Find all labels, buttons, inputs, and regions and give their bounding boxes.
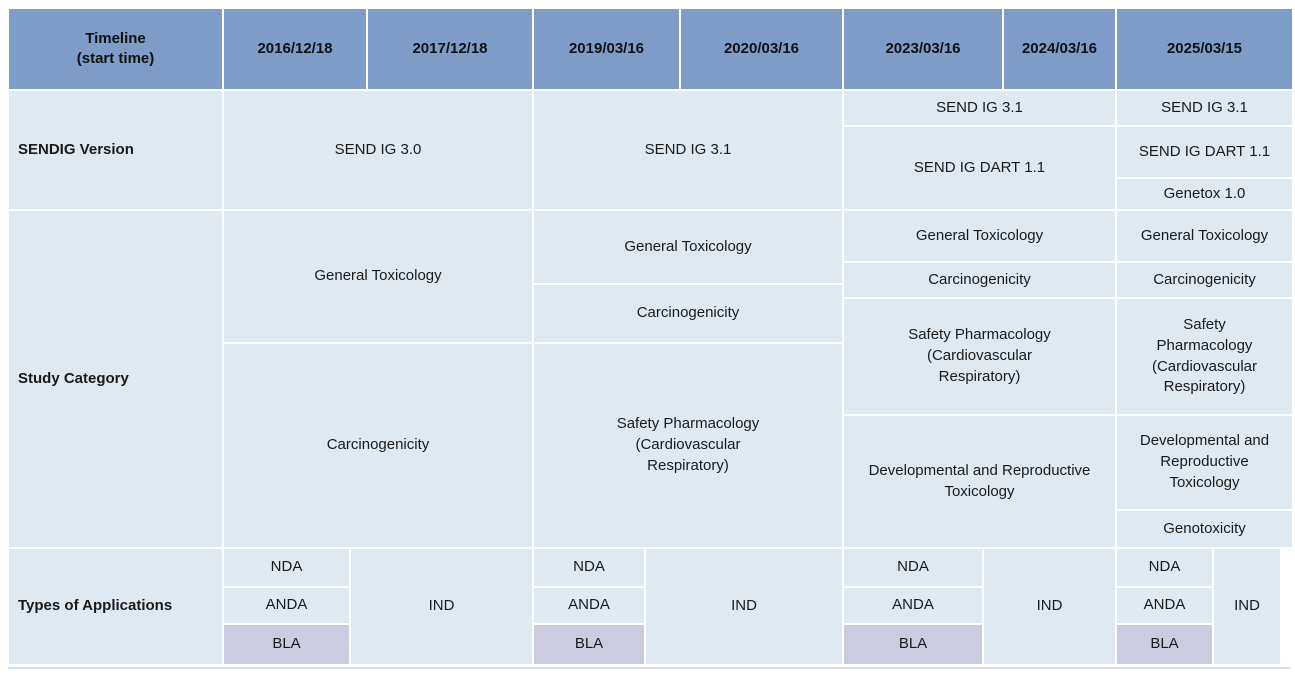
header-cell-2017-12-18: 2017/12/18 xyxy=(367,8,533,90)
cell-genetox-1-0-2025: Genetox 1.0 xyxy=(1116,178,1293,210)
cell-carcinogenicity-2023: Carcinogenicity xyxy=(843,262,1116,298)
cell-carcinogenicity-2025: Carcinogenicity xyxy=(1116,262,1293,298)
row-label-study-category: Study Category xyxy=(8,210,223,548)
header-cell-timeline: Timeline (start time) xyxy=(8,8,223,90)
cell-carcinogenicity-2019: Carcinogenicity xyxy=(533,284,843,343)
cell-nda-2025: NDA xyxy=(1116,548,1213,587)
cell-ind-2024: IND xyxy=(983,548,1116,665)
cell-general-toxicology-2025: General Toxicology xyxy=(1116,210,1293,262)
header-cell-2019-03-16: 2019/03/16 xyxy=(533,8,680,90)
header-cell-2025-03-15: 2025/03/15 xyxy=(1116,8,1293,90)
header-cell-2024-03-16: 2024/03/16 xyxy=(1003,8,1116,90)
row-label-sendig-version: SENDIG Version xyxy=(8,90,223,210)
cell-safety-pharmacology-2025: Safety Pharmacology (Cardiovascular Resp… xyxy=(1116,298,1293,415)
cell-nda-2019: NDA xyxy=(533,548,645,587)
cell-safety-pharmacology-2019: Safety Pharmacology (Cardiovascular Resp… xyxy=(533,343,843,548)
cell-bla-2023: BLA xyxy=(843,624,983,665)
cell-send-ig-dart-1-1-2025: SEND IG DART 1.1 xyxy=(1116,126,1293,178)
cell-send-ig-3-1-2025: SEND IG 3.1 xyxy=(1116,90,1293,126)
cell-bla-2025: BLA xyxy=(1116,624,1213,665)
header-cell-2020-03-16: 2020/03/16 xyxy=(680,8,843,90)
cell-send-ig-dart-1-1-2023: SEND IG DART 1.1 xyxy=(843,126,1116,210)
cell-nda-2023: NDA xyxy=(843,548,983,587)
header-cell-2016-12-18: 2016/12/18 xyxy=(223,8,367,90)
cell-anda-2023: ANDA xyxy=(843,587,983,624)
cell-ind-2020: IND xyxy=(645,548,843,665)
row-label-types-of-applications: Types of Applications xyxy=(8,548,223,665)
cell-nda-2016: NDA xyxy=(223,548,350,587)
cell-bla-2019: BLA xyxy=(533,624,645,665)
cell-general-toxicology-2019: General Toxicology xyxy=(533,210,843,284)
cell-dev-repro-toxicology-2023: Developmental and Reproductive Toxicolog… xyxy=(843,415,1116,548)
cell-ind-2025: IND xyxy=(1213,548,1281,665)
cell-send-ig-3-0: SEND IG 3.0 xyxy=(223,90,533,210)
cell-ind-2017: IND xyxy=(350,548,533,665)
cell-send-ig-3-1-2023: SEND IG 3.1 xyxy=(843,90,1116,126)
cell-safety-pharmacology-2023: Safety Pharmacology (Cardiovascular Resp… xyxy=(843,298,1116,415)
cell-anda-2025: ANDA xyxy=(1116,587,1213,624)
cell-bla-2016: BLA xyxy=(223,624,350,665)
cell-general-toxicology-2016: General Toxicology xyxy=(223,210,533,343)
header-cell-2023-03-16: 2023/03/16 xyxy=(843,8,1003,90)
cell-send-ig-3-1-2019: SEND IG 3.1 xyxy=(533,90,843,210)
cell-dev-repro-toxicology-2025: Developmental and Reproductive Toxicolog… xyxy=(1116,415,1293,510)
cell-anda-2019: ANDA xyxy=(533,587,645,624)
cell-general-toxicology-2023: General Toxicology xyxy=(843,210,1116,262)
cell-carcinogenicity-2016: Carcinogenicity xyxy=(223,343,533,548)
table-bottom-shadow xyxy=(8,667,1290,669)
cell-genotoxicity-2025: Genotoxicity xyxy=(1116,510,1293,548)
cell-anda-2016: ANDA xyxy=(223,587,350,624)
